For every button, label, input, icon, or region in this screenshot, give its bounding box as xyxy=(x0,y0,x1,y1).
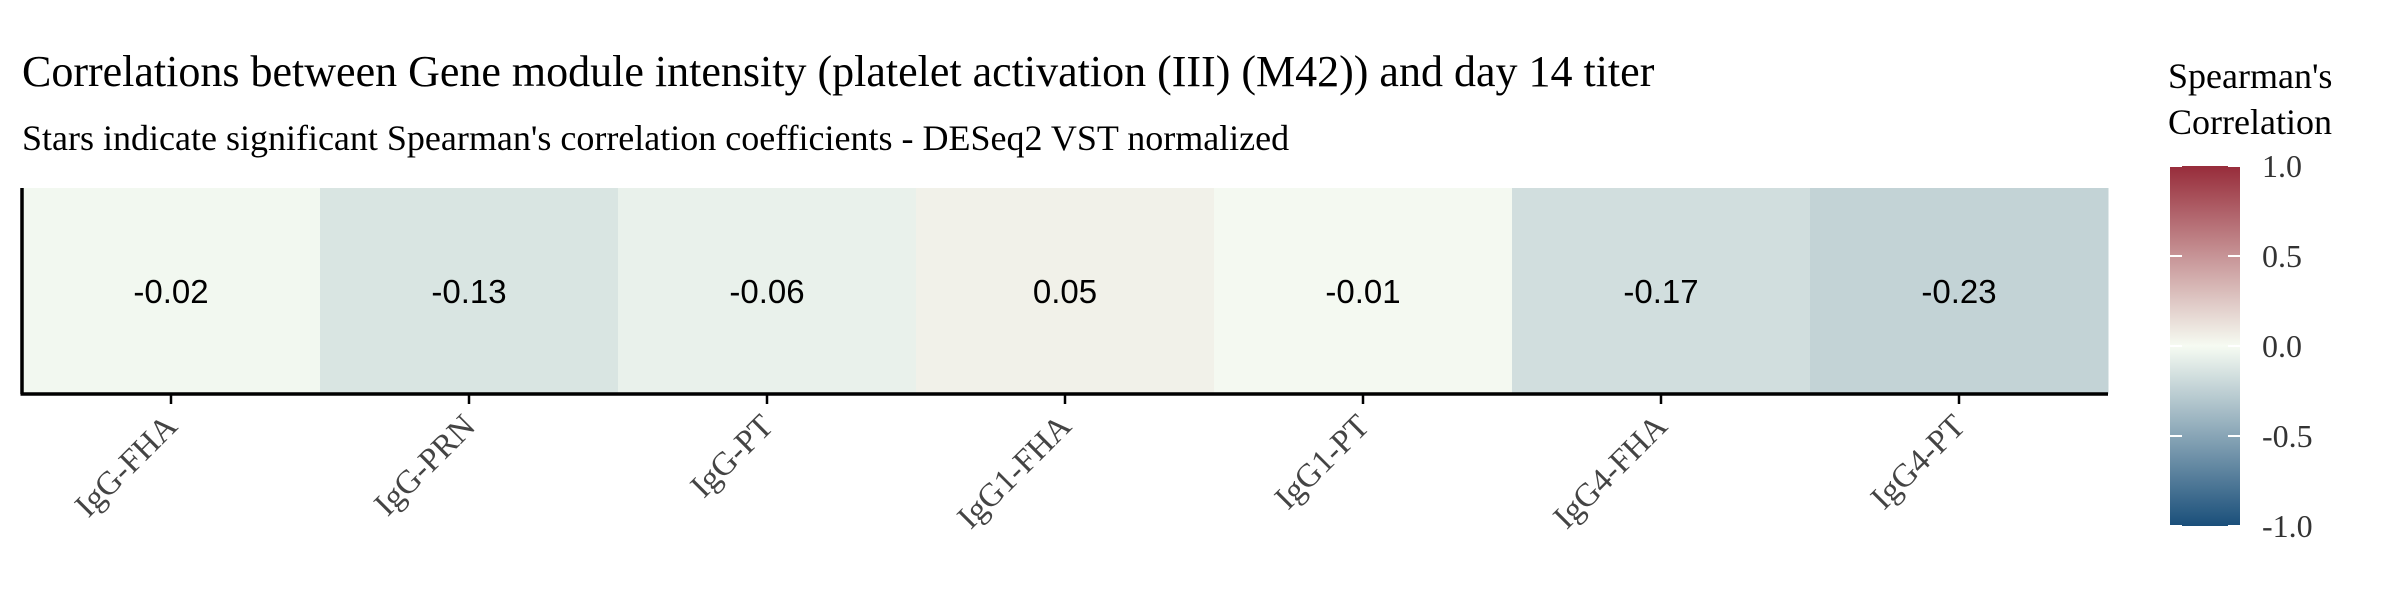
legend-tick-label: -1.0 xyxy=(2262,508,2313,544)
heatmap-tile xyxy=(916,188,1215,394)
x-tick-label: IgG-PRN xyxy=(368,408,483,523)
heatmap-tile xyxy=(22,188,321,394)
tile-value-label: -0.17 xyxy=(1623,273,1698,310)
color-legend: Spearman's Correlation 1.0 0.5 0.0 -0.5 -1.0 xyxy=(2168,56,2332,544)
tile-value-label: -0.02 xyxy=(133,273,208,310)
x-tick-label: IgG-FHA xyxy=(68,408,184,524)
heatmap-tile xyxy=(1810,188,2109,394)
x-tick-label: IgG1-FHA xyxy=(951,408,1079,536)
legend-tick-label: 0.5 xyxy=(2262,238,2302,274)
tile-value-label: -0.01 xyxy=(1325,273,1400,310)
tile-value-label: -0.13 xyxy=(431,273,506,310)
chart-subtitle: Stars indicate significant Spearman's co… xyxy=(22,118,1289,158)
legend-tick-label: 0.0 xyxy=(2262,328,2302,364)
tile-value-label: -0.23 xyxy=(1921,273,1996,310)
heatmap-tile xyxy=(320,188,619,394)
legend-tick-label: -0.5 xyxy=(2262,418,2313,454)
x-tick-label: IgG-PT xyxy=(684,408,781,505)
x-tick-label: IgG4-PT xyxy=(1864,408,1972,516)
legend-tick-label: 1.0 xyxy=(2262,148,2302,184)
x-tick-label: IgG1-PT xyxy=(1268,408,1376,516)
heatmap-tile xyxy=(1214,188,1513,394)
heatmap-tile xyxy=(1512,188,1811,394)
tile-value-label: -0.06 xyxy=(729,273,804,310)
x-tick-label: IgG4-FHA xyxy=(1547,408,1675,536)
x-tick-labels: IgG-FHA IgG-PRN IgG-PT IgG1-FHA IgG1-PT IgG4-… xyxy=(68,394,1973,536)
tile-value-label: 0.05 xyxy=(1033,273,1097,310)
chart-title: Correlations between Gene module intensi… xyxy=(22,47,1655,96)
heatmap-tile xyxy=(618,188,917,394)
heatmap-tiles: -0.02 -0.13 -0.06 0.05 -0.01 -0.17 -0.23 xyxy=(22,188,2109,394)
legend-title-line-2: Correlation xyxy=(2168,102,2332,142)
legend-ticks: 1.0 0.5 0.0 -0.5 -1.0 xyxy=(2170,148,2313,544)
legend-title-line-1: Spearman's xyxy=(2168,56,2332,96)
